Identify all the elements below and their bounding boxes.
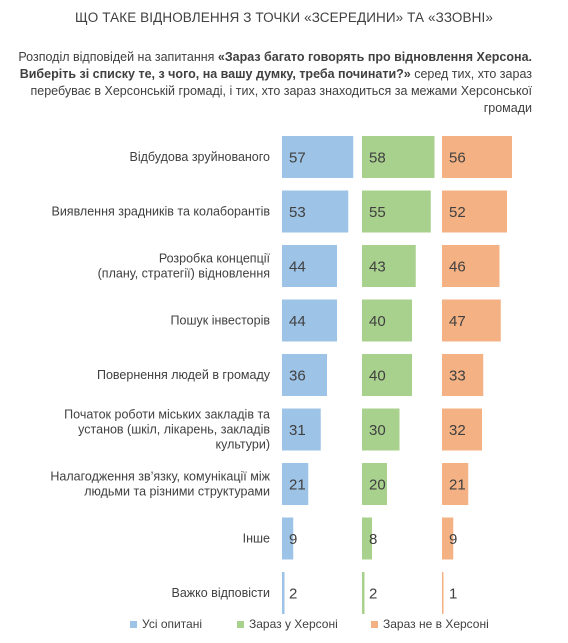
bar-outside [442, 245, 500, 287]
data-label-all: 31 [289, 422, 306, 439]
legend-swatch-outside [371, 620, 378, 628]
category-label: Пошук інвесторів [171, 314, 271, 328]
data-label-outside: 33 [449, 368, 466, 385]
data-label-all: 36 [289, 368, 306, 385]
bar-all [282, 517, 294, 560]
bar-in-kherson [362, 408, 400, 451]
legend-label-outside: Зараз не в Херсоні [383, 617, 489, 631]
bar-all [282, 136, 354, 178]
data-label-in-kherson: 40 [369, 313, 386, 330]
category-label: Налагодження зв’язку, комунікації між люд… [50, 470, 270, 499]
bar-all [282, 190, 349, 233]
subtitle-suffix: серед тих, хто зараз перебуває в Херсонс… [30, 67, 532, 115]
bar-in-kherson [362, 190, 431, 233]
data-label-in-kherson: 40 [369, 368, 386, 385]
subtitle-question: «Зараз багато говорять про відновлення Х… [19, 50, 532, 81]
bar-in-kherson [362, 136, 435, 178]
data-label-all: 44 [289, 313, 306, 330]
chart-subtitle: Розподіл відповідей на запитання «Зараз … [12, 49, 532, 117]
data-label-all: 9 [289, 531, 297, 548]
bar-all [282, 572, 285, 614]
legend-swatch-all [130, 620, 137, 628]
data-label-in-kherson: 43 [369, 259, 386, 276]
data-label-outside: 1 [449, 586, 457, 603]
legend-item-outside: Зараз не в Херсоні [371, 617, 489, 631]
bar-in-kherson [362, 517, 372, 560]
data-label-outside: 9 [449, 531, 457, 548]
legend-item-in-kherson: Зараз у Херсоні [237, 617, 338, 631]
bar-outside [442, 299, 501, 342]
legend-label-in-kherson: Зараз у Херсоні [249, 617, 338, 631]
data-label-outside: 52 [449, 204, 466, 221]
bar-outside [442, 517, 454, 560]
data-label-outside: 32 [449, 422, 466, 439]
data-label-all: 2 [289, 586, 297, 603]
bar-in-kherson [362, 299, 412, 342]
bar-all [282, 299, 337, 342]
bar-all [282, 245, 337, 287]
bar-outside [442, 136, 512, 178]
data-label-in-kherson: 55 [369, 204, 386, 221]
bar-outside [442, 354, 484, 396]
category-label: Початок роботи міських закладів та устано… [64, 408, 270, 452]
data-label-all: 44 [289, 259, 306, 276]
chart-title: ЩО ТАКЕ ВІДНОВЛЕННЯ З ТОЧКИ «ЗСЕРЕДИНИ» … [75, 10, 493, 25]
bar-all [282, 354, 327, 396]
data-label-in-kherson: 30 [369, 422, 386, 439]
subtitle-prefix: Розподіл відповідей на запитання [18, 50, 218, 64]
bar-in-kherson [362, 354, 412, 396]
data-label-all: 53 [289, 204, 306, 221]
category-label: Інше [243, 532, 270, 546]
bar-outside [442, 463, 469, 505]
category-label: Відбудова зруйнованого [130, 150, 271, 164]
bar-outside [442, 572, 444, 614]
bar-in-kherson [362, 572, 365, 614]
data-label-outside: 21 [449, 477, 466, 494]
data-label-outside: 47 [449, 313, 466, 330]
category-label: Важко відповісти [172, 586, 271, 600]
data-label-in-kherson: 20 [369, 477, 386, 494]
data-label-all: 21 [289, 477, 306, 494]
legend-swatch-in-kherson [237, 620, 244, 628]
category-label: Виявлення зрадників та колаборантів [51, 205, 270, 219]
bar-outside [442, 408, 482, 451]
data-label-in-kherson: 2 [369, 586, 377, 603]
category-label: Розробка концепції (плану, стратегії) від… [98, 252, 271, 281]
bar-outside [442, 190, 507, 233]
data-label-outside: 46 [449, 259, 466, 276]
bar-all [282, 463, 309, 505]
data-label-all: 57 [289, 150, 306, 167]
data-label-in-kherson: 8 [369, 531, 377, 548]
bar-all [282, 408, 321, 451]
bar-in-kherson [362, 245, 416, 287]
data-label-outside: 56 [449, 150, 466, 167]
legend-label-all: Усі опитані [142, 617, 203, 631]
category-label: Повернення людей в громаду [97, 368, 271, 382]
legend-item-all: Усі опитані [130, 617, 202, 631]
bar-in-kherson [362, 463, 387, 505]
data-label-in-kherson: 58 [369, 150, 386, 167]
